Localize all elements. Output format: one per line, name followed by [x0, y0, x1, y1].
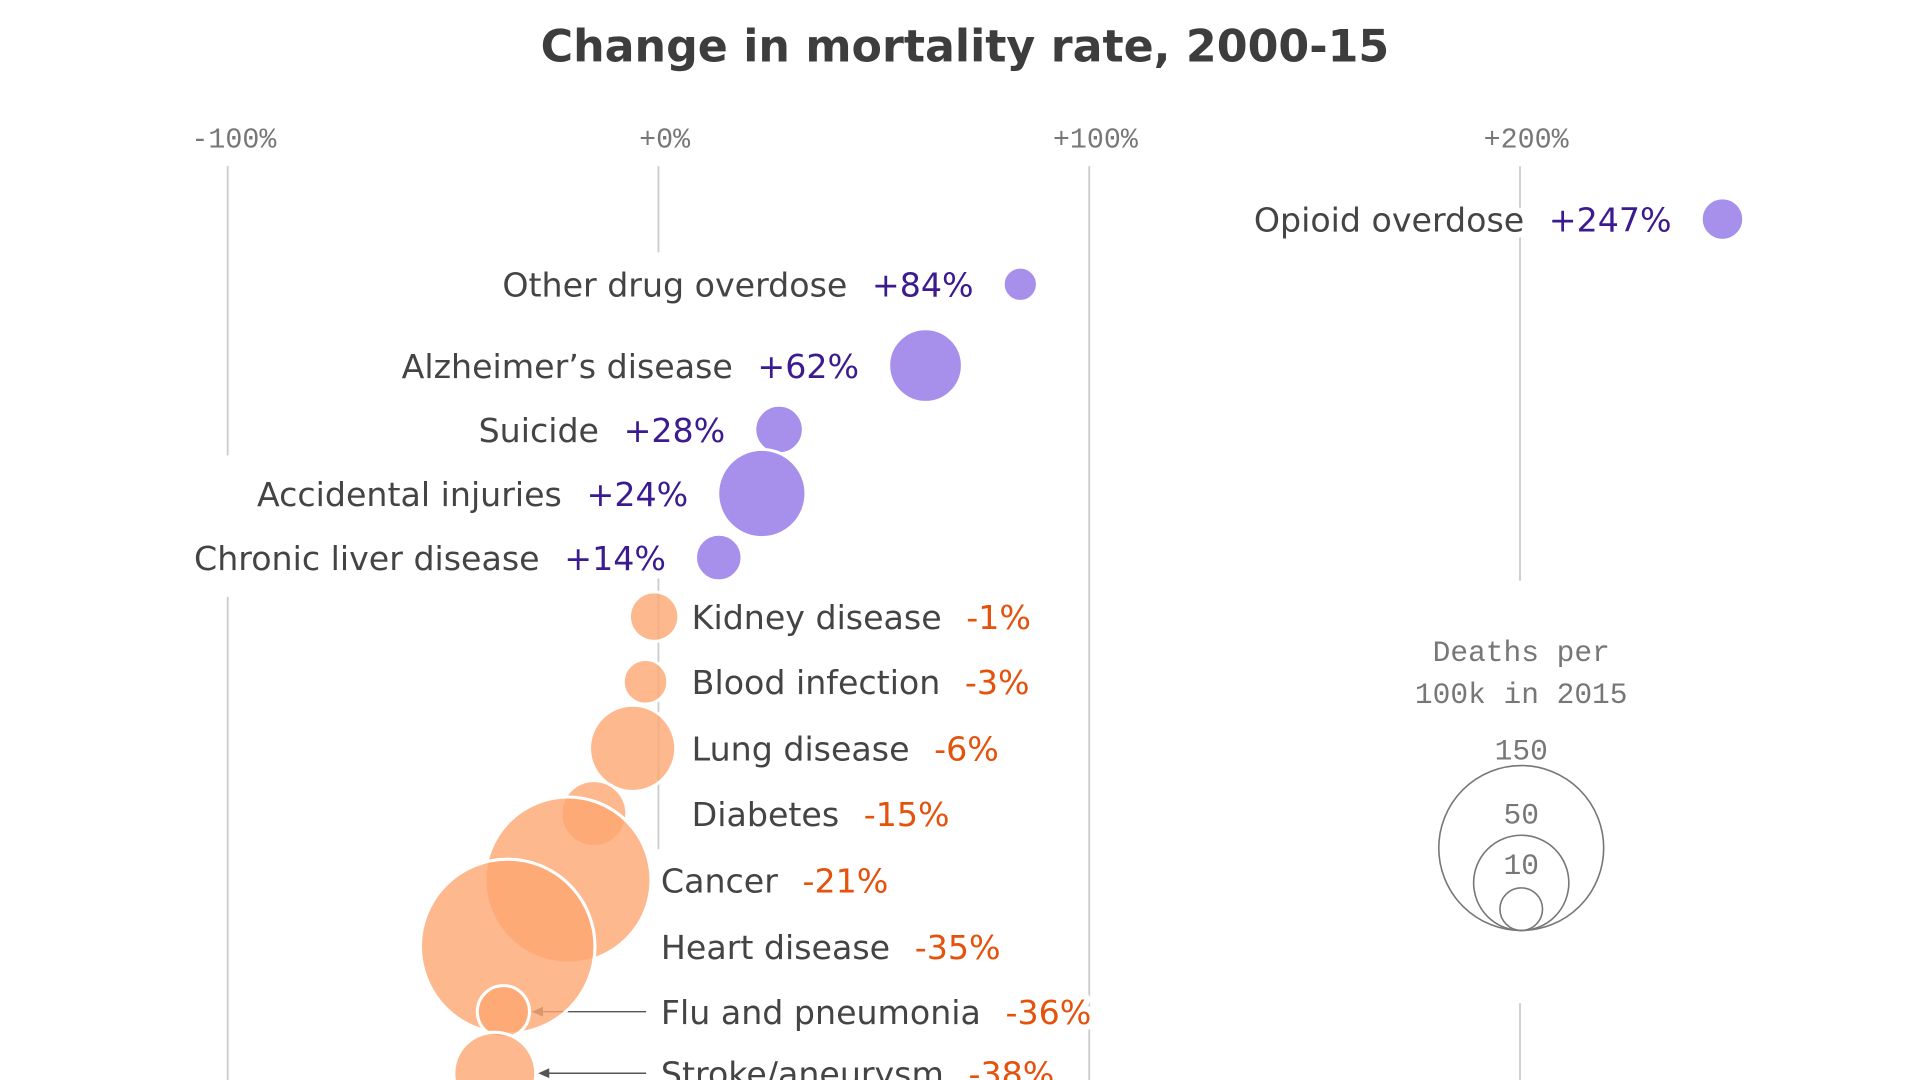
category-name: Other drug overdose [502, 266, 847, 305]
bubble [621, 657, 670, 706]
category-name: Alzheimer’s disease [402, 347, 733, 386]
change-label: -1% [966, 598, 1031, 637]
bubble [1001, 265, 1040, 304]
bubble-label: Alzheimer’s disease +62% [402, 347, 859, 386]
bubble-labels: Opioid overdose +247% Other drug overdose +… [188, 194, 1678, 1080]
x-axis-ticks: -100% +0% +100% +200% [191, 125, 1568, 157]
change-label: -3% [965, 663, 1030, 702]
change-label: +28% [624, 411, 726, 450]
change-label: -6% [934, 730, 999, 769]
bubble [627, 590, 681, 643]
x-tick-label: +0% [639, 125, 690, 157]
x-tick-label: +200% [1484, 125, 1569, 157]
legend-circle [1499, 887, 1544, 932]
bubble-label: Diabetes -15% [692, 795, 950, 834]
legend-value-label: 10 [1504, 849, 1539, 883]
bubble [753, 403, 805, 456]
change-label: +24% [586, 475, 688, 514]
category-name: Kidney disease [692, 598, 942, 637]
bubble-label: Heart disease -35% [661, 928, 1001, 967]
category-name: Lung disease [692, 730, 910, 769]
change-label: +247% [1549, 200, 1672, 239]
chart-title: Change in mortality rate, 2000-15 [541, 22, 1390, 73]
bubble-label: Chronic liver disease +14% [194, 539, 666, 578]
change-label: -38% [968, 1055, 1054, 1080]
bubble-label: Suicide +28% [479, 411, 726, 450]
x-tick-label: +100% [1053, 125, 1138, 157]
bubble [887, 327, 964, 404]
category-name: Blood infection [692, 663, 941, 702]
category-name: Diabetes [692, 795, 839, 834]
change-label: -36% [1006, 993, 1092, 1032]
legend-value-label: 150 [1495, 734, 1548, 768]
bubble [693, 532, 744, 583]
change-label: -35% [915, 928, 1001, 967]
bubbles [418, 196, 1746, 1080]
legend-title-line1: Deaths per [1433, 636, 1610, 670]
category-name: Cancer [661, 861, 778, 900]
bubble-label: Blood infection -3% [692, 663, 1030, 702]
bubble-label: Flu and pneumonia -36% [661, 993, 1091, 1032]
bubble [716, 447, 808, 540]
change-label: +62% [757, 347, 859, 386]
category-name: Suicide [479, 411, 599, 450]
change-label: -15% [864, 795, 950, 834]
category-name: Heart disease [661, 928, 890, 967]
category-name: Flu and pneumonia [661, 993, 981, 1032]
bubble [452, 1030, 538, 1080]
bubble-label: Opioid overdose +247% [1254, 200, 1672, 239]
bubble [587, 703, 678, 793]
bubble-label: Accidental injuries +24% [257, 475, 688, 514]
change-label: -21% [803, 861, 889, 900]
category-name: Accidental injuries [257, 475, 562, 514]
category-name: Opioid overdose [1254, 200, 1524, 239]
change-label: +84% [872, 266, 974, 305]
bubble-label: Stroke/aneurysm -38% [661, 1055, 1054, 1080]
bubble [475, 984, 531, 1040]
legend-title-line2: 100k in 2015 [1415, 678, 1628, 712]
category-name: Stroke/aneurysm [661, 1055, 944, 1080]
bubble [1699, 196, 1746, 242]
change-label: +14% [564, 539, 666, 578]
size-legend: Deaths per 100k in 2015 150 50 10 [1415, 636, 1628, 932]
legend-value-label: 50 [1504, 798, 1539, 832]
category-name: Chronic liver disease [194, 539, 540, 578]
bubble-label: Cancer -21% [661, 861, 888, 900]
bubble-label: Lung disease -6% [692, 730, 999, 769]
bubble-label: Other drug overdose +84% [502, 266, 973, 305]
bubble-label: Kidney disease -1% [692, 598, 1031, 637]
arrowhead-icon [538, 1068, 550, 1079]
x-tick-label: -100% [191, 125, 276, 157]
